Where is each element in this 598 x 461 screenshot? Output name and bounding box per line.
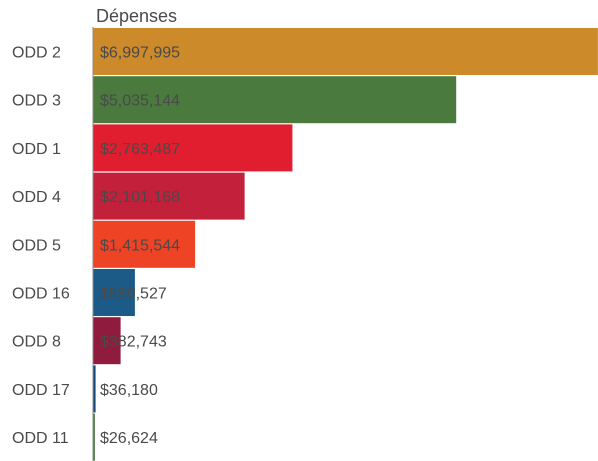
value-label: $26,624 — [100, 430, 158, 447]
value-label: $2,101,168 — [100, 189, 180, 206]
value-label: $580,527 — [100, 286, 167, 303]
value-label: $2,763,487 — [100, 141, 180, 158]
bar-odd-8 — [93, 317, 121, 365]
value-label: $1,415,544 — [100, 237, 180, 254]
bars-layer — [93, 28, 598, 461]
value-label: $5,035,144 — [100, 93, 180, 110]
category-label: ODD 3 — [12, 93, 61, 110]
chart-title: Dépenses — [96, 6, 177, 26]
bar-odd-2 — [93, 28, 598, 75]
category-label: ODD 16 — [12, 286, 70, 303]
category-label: ODD 4 — [12, 189, 61, 206]
category-label: ODD 2 — [12, 45, 61, 62]
bar-odd-4 — [93, 172, 245, 220]
value-label: $36,180 — [100, 382, 158, 399]
category-label: ODD 5 — [12, 237, 61, 254]
category-label: ODD 8 — [12, 334, 61, 351]
value-label: $382,743 — [100, 334, 167, 351]
bar-odd-17 — [93, 365, 96, 413]
category-label: ODD 17 — [12, 382, 70, 399]
bar-odd-5 — [93, 220, 196, 268]
bar-odd-11 — [93, 413, 95, 461]
labels-layer: ODD 2 $6,997,995 ODD 3 $5,035,144 ODD 1 $2,76… — [12, 45, 180, 448]
category-label: ODD 11 — [12, 430, 69, 447]
bar-odd-16 — [93, 269, 135, 316]
category-label: ODD 1 — [12, 141, 61, 158]
bar-odd-3 — [93, 76, 457, 124]
value-label: $6,997,995 — [100, 45, 180, 62]
bar-odd-1 — [93, 124, 293, 172]
